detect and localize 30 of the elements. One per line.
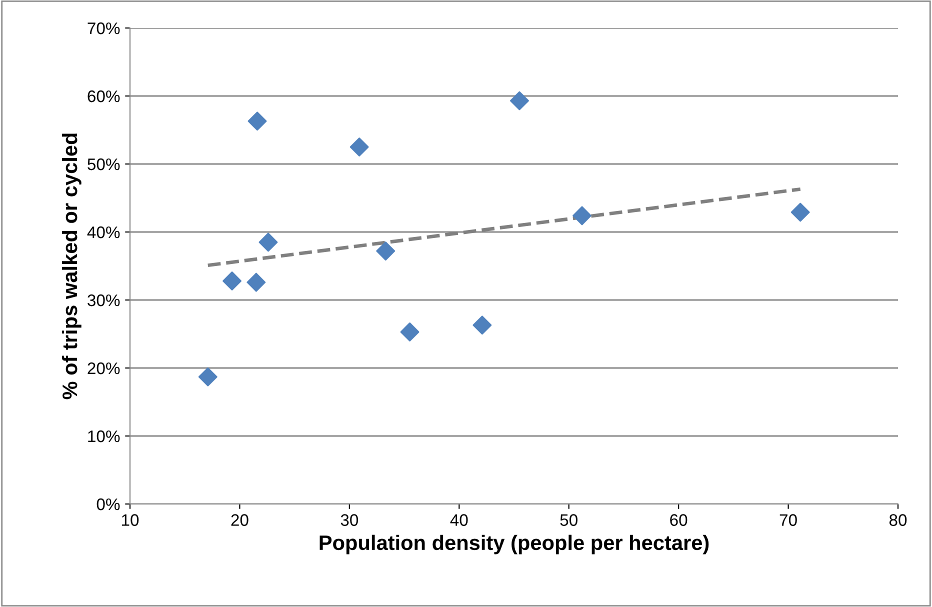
y-tick-label: 0% <box>96 498 120 510</box>
x-tick-label: 80 <box>889 514 907 526</box>
y-tick-label: 50% <box>88 158 120 170</box>
point <box>246 272 266 292</box>
y-tick-label: 30% <box>88 294 120 306</box>
point <box>222 271 242 290</box>
y-tick-label: 40% <box>87 226 120 238</box>
y-tick-label: 20% <box>88 362 120 374</box>
x-tick-label: 30 <box>340 514 358 526</box>
x-tick-label: 70 <box>780 514 797 526</box>
x-axis-title: Population density (people per hectare) <box>320 534 709 554</box>
y-axis-title: % of trips walked or cycled <box>62 134 82 400</box>
x-tick-label: 50 <box>560 514 578 526</box>
y-tick-label: 10% <box>88 430 120 442</box>
point <box>376 242 396 261</box>
y-tick-label: 70% <box>88 22 120 34</box>
point <box>400 322 420 342</box>
point <box>510 91 529 110</box>
x-tick-label: 40 <box>450 514 468 526</box>
point <box>472 316 492 335</box>
point <box>258 232 278 252</box>
x-tick-label: 20 <box>231 514 248 526</box>
point <box>350 138 369 156</box>
point <box>198 367 218 386</box>
point <box>248 112 267 131</box>
point <box>790 202 810 222</box>
point <box>572 206 592 226</box>
x-tick-label: 10 <box>122 514 139 526</box>
x-tick-label: 60 <box>670 514 688 526</box>
y-tick-label: 60% <box>88 90 120 102</box>
